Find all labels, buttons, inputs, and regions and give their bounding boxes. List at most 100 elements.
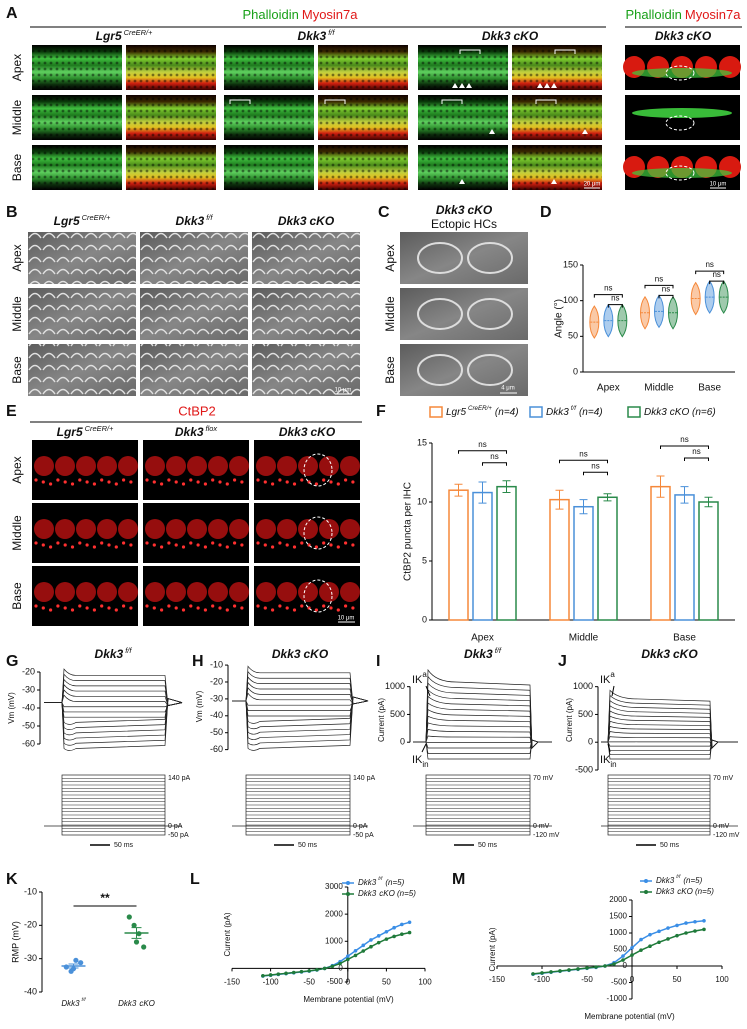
data-point xyxy=(675,933,679,938)
column-label: Dkk3 cKO xyxy=(482,29,539,43)
panel-label: E xyxy=(6,403,17,420)
data-point xyxy=(361,943,366,948)
arrowhead xyxy=(551,83,557,88)
y-tick-label: 0 xyxy=(400,737,405,747)
y-tick-label: 0 xyxy=(573,366,578,376)
puncta xyxy=(211,478,215,482)
puncta xyxy=(85,606,89,610)
y-axis-label: Vm (mV) xyxy=(7,692,16,724)
text: cKO xyxy=(468,203,493,217)
significance-bracket xyxy=(709,280,725,285)
x-tick-label: 0 xyxy=(346,978,351,987)
y-axis-label: Current (pA) xyxy=(377,698,386,742)
ectopic-outline xyxy=(303,453,333,487)
data-point xyxy=(369,938,373,942)
puncta xyxy=(92,608,96,612)
puncta xyxy=(322,478,326,482)
trace xyxy=(44,698,183,736)
puncta xyxy=(167,541,171,545)
trace xyxy=(413,735,552,749)
significance-bracket xyxy=(559,459,608,464)
y-tick-label: -30 xyxy=(210,693,223,703)
puncta xyxy=(107,480,111,484)
current-marker: IKin xyxy=(412,754,429,769)
significance-label: ns xyxy=(604,284,612,293)
micrograph xyxy=(140,288,248,340)
gene: Lgr5 xyxy=(96,29,122,43)
puncta xyxy=(152,543,156,547)
micrograph xyxy=(400,344,528,396)
superscript: f/f xyxy=(676,874,681,880)
y-tick-label: -40 xyxy=(24,986,37,996)
puncta xyxy=(145,604,149,608)
trace xyxy=(44,698,183,730)
stimulus-label: 70 mV xyxy=(713,775,734,782)
micrograph xyxy=(28,288,136,340)
ihc xyxy=(76,456,96,476)
column-label: Dkk3 cKO xyxy=(278,214,335,228)
puncta xyxy=(114,545,118,549)
x-tick-label: -50 xyxy=(303,978,315,987)
scale-bar-label: 50 ms xyxy=(660,842,680,849)
puncta xyxy=(256,541,260,545)
puncta xyxy=(292,608,297,612)
ihc xyxy=(97,519,117,539)
puncta xyxy=(322,541,326,545)
subscript: in xyxy=(422,760,428,769)
gene: Dkk3 xyxy=(464,647,493,661)
puncta xyxy=(233,541,237,545)
panel-label: D xyxy=(540,204,552,221)
puncta xyxy=(218,480,222,484)
significance-label: ns xyxy=(692,447,700,456)
y-tick-label: -60 xyxy=(22,738,35,748)
puncta xyxy=(181,482,186,486)
puncta xyxy=(56,541,60,545)
data-point xyxy=(684,931,688,935)
x-tick-label: Dkk3 f/f xyxy=(61,997,86,1008)
data-point xyxy=(639,948,643,952)
gene: Dkk3 xyxy=(279,425,308,439)
panel-label: L xyxy=(190,871,200,888)
trace xyxy=(601,739,738,756)
data-point xyxy=(284,971,288,976)
column-label: Lgr5 CreER/+ xyxy=(57,424,114,439)
trace xyxy=(44,673,183,707)
text: (n=4) xyxy=(579,407,603,418)
superscript: CreER/+ xyxy=(468,405,492,412)
marker-arrow xyxy=(425,685,431,697)
y-tick-label: 0 xyxy=(588,737,593,747)
scale-bar-label: 50 ms xyxy=(478,842,498,849)
legend-marker xyxy=(644,879,648,883)
bracket xyxy=(441,99,463,104)
subscript: in xyxy=(610,760,616,769)
ihc xyxy=(166,519,186,539)
puncta xyxy=(100,541,104,545)
puncta xyxy=(100,604,104,608)
trace xyxy=(601,720,738,749)
puncta xyxy=(174,543,178,547)
x-tick-label: -50 xyxy=(581,975,593,984)
trace xyxy=(232,700,369,711)
stain-green: Phalloidin xyxy=(625,7,681,22)
text: (n=4) xyxy=(495,407,519,418)
bar xyxy=(674,494,695,621)
puncta xyxy=(263,606,267,610)
significance-bracket xyxy=(644,284,674,289)
x-tick-label: 100 xyxy=(715,975,729,984)
trace xyxy=(232,696,369,735)
arrowhead xyxy=(466,83,472,88)
stain-header: Phalloidin Myosin7a xyxy=(625,7,741,22)
scale-bar-label: 4 μm xyxy=(501,386,514,392)
data-point xyxy=(400,922,404,927)
gene: Dkk3 xyxy=(644,407,667,418)
bar xyxy=(472,491,493,621)
ectopic-outline xyxy=(665,65,695,81)
ihc xyxy=(34,519,54,539)
stimulus-label: 0 mV xyxy=(713,823,730,830)
micrograph xyxy=(28,232,136,284)
y-tick-label: -40 xyxy=(22,702,35,712)
puncta xyxy=(351,606,355,610)
data-point xyxy=(384,929,389,934)
gene: Dkk3 xyxy=(272,647,301,661)
y-axis-label: Angle (°) xyxy=(554,299,565,338)
